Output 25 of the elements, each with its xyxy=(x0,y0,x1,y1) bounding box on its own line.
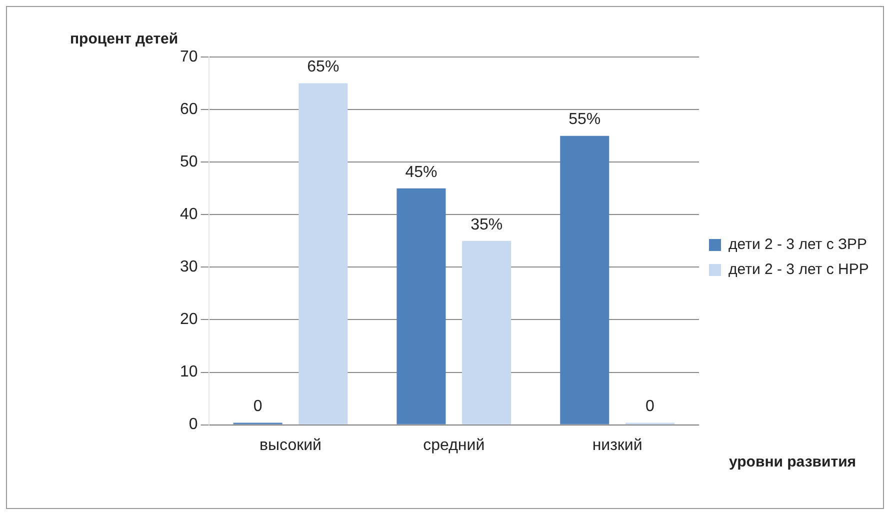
data-label: 45% xyxy=(405,164,438,181)
data-label: 0 xyxy=(646,398,655,416)
y-axis-title: процент детей xyxy=(70,30,178,48)
data-label: 35% xyxy=(470,216,503,234)
bar xyxy=(462,240,512,424)
x-tick-label: низкий xyxy=(592,436,642,454)
bar xyxy=(298,83,348,424)
x-tick-label: средний xyxy=(423,436,485,454)
y-tick-label: 30 xyxy=(180,258,198,276)
data-label: 0 xyxy=(253,398,262,416)
bar xyxy=(560,136,610,424)
legend-label: дети 2 - 3 лет с НРР xyxy=(728,261,869,278)
y-tick-label: 0 xyxy=(188,416,198,434)
y-tick-label: 20 xyxy=(180,311,198,328)
data-label: 55% xyxy=(568,111,601,128)
data-label: 65% xyxy=(307,58,340,76)
y-tick-label: 10 xyxy=(180,364,198,381)
y-tick-label: 70 xyxy=(180,48,198,66)
legend-label: дети 2 - 3 лет с ЗРР xyxy=(728,236,868,254)
y-tick-label: 60 xyxy=(180,100,198,118)
y-tick-label: 40 xyxy=(180,206,198,224)
x-tick-label: высокий xyxy=(260,436,322,454)
y-tick-label: 50 xyxy=(180,153,198,170)
bar xyxy=(396,188,446,424)
x-axis-title: уровни развития xyxy=(729,453,856,470)
